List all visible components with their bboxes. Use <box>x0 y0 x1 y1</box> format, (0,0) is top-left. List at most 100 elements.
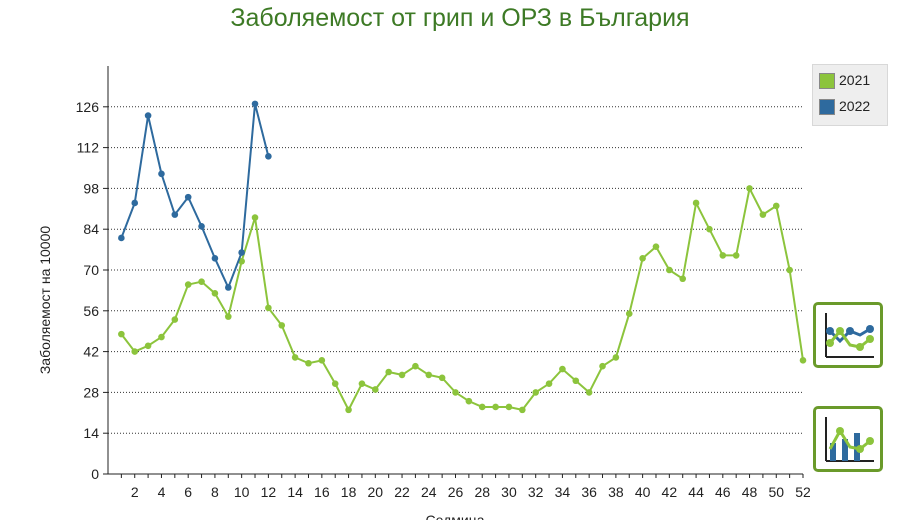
line-chart-view-button[interactable] <box>813 302 883 368</box>
data-point-2021[interactable] <box>425 371 433 379</box>
series-line-2021 <box>120 185 804 413</box>
data-point-2021[interactable] <box>532 389 539 396</box>
data-point-2021[interactable] <box>666 266 673 274</box>
series-group <box>118 100 807 414</box>
legend-label-2022: 2022 <box>839 98 871 114</box>
x-tick-labels: 2 4 6 8 10 12 14 16 18 20 22 24 26 28 30 32 34 36 38 40 42 44… <box>131 484 810 500</box>
data-point-2021[interactable] <box>585 389 593 396</box>
data-point-2021[interactable] <box>719 252 727 259</box>
data-point-2021[interactable] <box>211 290 219 297</box>
series-line-2022 <box>120 103 270 291</box>
data-point-2021[interactable] <box>625 310 633 318</box>
data-point-2022[interactable] <box>224 284 232 291</box>
data-point-2021[interactable] <box>652 243 660 250</box>
y-tick-label: 0 <box>91 466 99 482</box>
data-point-2021[interactable] <box>144 342 152 350</box>
data-point-2021[interactable] <box>385 368 392 376</box>
data-point-2021[interactable] <box>224 313 232 320</box>
x-tick-label: 18 <box>341 484 357 500</box>
data-point-2021[interactable] <box>372 386 379 393</box>
line-chart-icon <box>825 313 874 358</box>
data-point-2021[interactable] <box>131 348 139 355</box>
y-tick-label: 14 <box>83 425 99 441</box>
data-point-2021[interactable] <box>759 211 767 218</box>
data-point-2021[interactable] <box>639 255 646 262</box>
data-point-2021[interactable] <box>331 380 339 387</box>
data-point-2021[interactable] <box>732 252 740 259</box>
data-point-2021[interactable] <box>799 357 807 364</box>
data-point-2021[interactable] <box>599 362 606 370</box>
gridlines <box>108 106 803 434</box>
data-point-2021[interactable] <box>265 304 272 312</box>
data-point-2021[interactable] <box>438 374 446 382</box>
data-point-2022[interactable] <box>118 234 125 242</box>
legend-item-2021: 2021 <box>819 71 885 91</box>
data-point-2021[interactable] <box>158 333 165 341</box>
data-point-2021[interactable] <box>786 266 793 274</box>
y-tick-label: 28 <box>83 384 99 400</box>
data-point-2021[interactable] <box>679 275 687 283</box>
x-tick-label: 40 <box>635 484 651 500</box>
data-point-2021[interactable] <box>545 380 553 387</box>
x-tick-label: 10 <box>234 484 250 500</box>
bar-line-chart-icon <box>825 417 874 462</box>
data-point-2022[interactable] <box>238 249 245 256</box>
data-point-2021[interactable] <box>278 322 286 329</box>
data-point-2022[interactable] <box>251 100 259 108</box>
data-point-2022[interactable] <box>198 222 205 230</box>
data-point-2021[interactable] <box>692 199 700 207</box>
data-point-2022[interactable] <box>265 153 272 160</box>
data-point-2022[interactable] <box>144 112 152 119</box>
y-tick-label: 42 <box>83 344 99 360</box>
x-tick-label: 36 <box>581 484 597 500</box>
data-point-2021[interactable] <box>492 403 499 411</box>
x-tick-label: 8 <box>211 484 219 500</box>
x-tick-label: 24 <box>421 484 437 500</box>
data-point-2021[interactable] <box>318 357 326 364</box>
x-tick-label: 12 <box>261 484 277 500</box>
data-point-2021[interactable] <box>251 214 259 221</box>
legend-item-2022: 2022 <box>819 97 885 117</box>
x-tick-label: 42 <box>662 484 678 500</box>
data-point-2021[interactable] <box>772 202 780 210</box>
data-point-2021[interactable] <box>465 397 473 405</box>
x-tick-label: 38 <box>608 484 624 500</box>
data-point-2022[interactable] <box>131 199 139 207</box>
chart-title: Заболяемост от грип и ОРЗ в България <box>230 4 690 32</box>
data-point-2021[interactable] <box>291 354 299 361</box>
x-tick-label: 48 <box>742 484 758 500</box>
y-axis-label: Заболяемост на 10000 <box>37 226 53 375</box>
data-point-2021[interactable] <box>184 281 192 288</box>
bar-line-chart-view-button[interactable] <box>813 406 883 472</box>
legend: 2021 2022 <box>812 64 888 126</box>
data-point-2021[interactable] <box>171 316 179 323</box>
data-point-2021[interactable] <box>398 371 406 379</box>
data-point-2022[interactable] <box>184 193 192 201</box>
data-point-2022[interactable] <box>158 170 165 178</box>
data-point-2021[interactable] <box>198 278 205 285</box>
data-point-2021[interactable] <box>305 359 312 367</box>
y-tick-label: 56 <box>83 303 99 319</box>
legend-swatch-2021 <box>819 73 835 89</box>
data-point-2021[interactable] <box>612 354 620 361</box>
x-tick-label: 6 <box>184 484 192 500</box>
data-point-2021[interactable] <box>345 406 352 414</box>
data-point-2021[interactable] <box>519 406 526 414</box>
data-point-2021[interactable] <box>478 403 486 411</box>
data-point-2022[interactable] <box>171 211 179 218</box>
data-point-2021[interactable] <box>559 365 566 373</box>
data-point-2021[interactable] <box>505 403 513 411</box>
legend-swatch-2022 <box>819 99 835 115</box>
x-tick-label: 32 <box>528 484 544 500</box>
data-point-2022[interactable] <box>211 255 219 262</box>
x-tick-label: 2 <box>131 484 139 500</box>
data-point-2021[interactable] <box>118 330 125 338</box>
data-point-2021[interactable] <box>572 377 580 385</box>
data-point-2021[interactable] <box>452 389 459 396</box>
data-point-2021[interactable] <box>358 380 366 387</box>
axes <box>103 66 804 478</box>
data-point-2021[interactable] <box>412 362 419 370</box>
data-point-2021[interactable] <box>706 225 713 233</box>
data-point-2021[interactable] <box>746 185 753 192</box>
